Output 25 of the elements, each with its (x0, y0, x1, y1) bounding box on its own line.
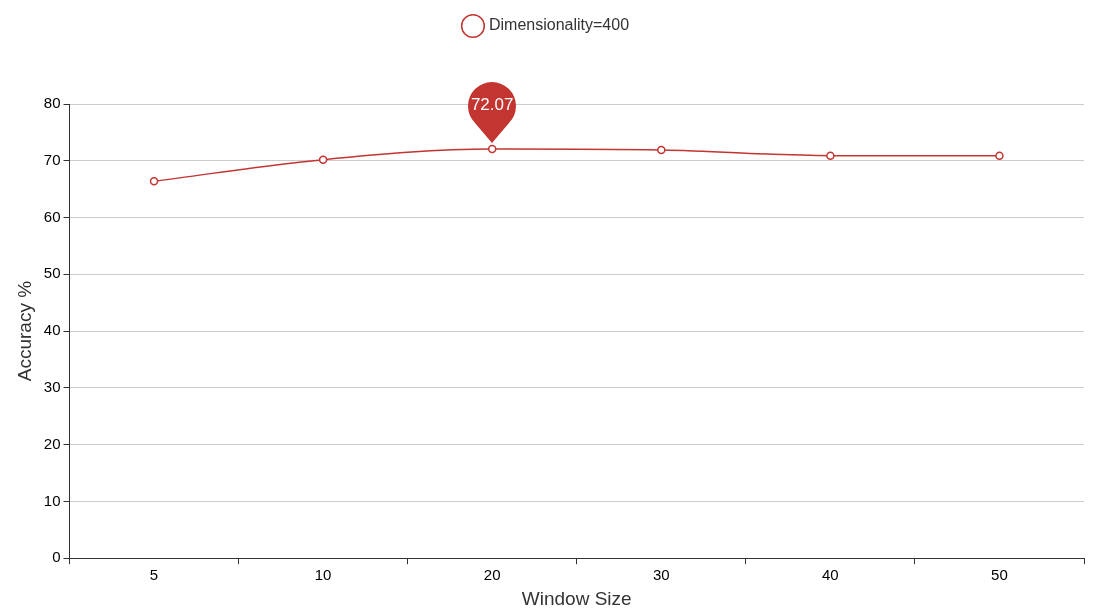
legend-label: Dimensionality=400 (488, 16, 630, 34)
y-tick-label: 20 (43, 434, 61, 452)
x-tick-label: 50 (991, 566, 1008, 584)
point (149, 176, 159, 186)
point (318, 155, 328, 164)
y-tick-label: 50 (43, 264, 61, 282)
x-tick-label: 5 (149, 566, 159, 584)
y-axis-title: Accuracy % (13, 280, 35, 382)
x-tick-label: 30 (652, 566, 670, 584)
point (487, 144, 497, 154)
point (826, 151, 835, 160)
x-tick-label: 40 (822, 566, 839, 584)
point (657, 145, 666, 155)
x-tick-label: 10 (314, 566, 332, 584)
y-tick-label: 0 (52, 548, 61, 566)
annotation: 72.07 (469, 95, 515, 116)
y-tick-label: 80 (43, 94, 61, 112)
y-tick-label: 10 (43, 491, 61, 509)
y-tick-label: 40 (43, 321, 61, 339)
y-tick-label: 60 (43, 207, 61, 225)
y-tick-label: 70 (43, 150, 61, 168)
point (995, 151, 1004, 160)
x-axis-title: Window Size (521, 587, 632, 609)
y-tick-label: 30 (43, 378, 61, 396)
x-tick-label: 20 (483, 566, 501, 584)
